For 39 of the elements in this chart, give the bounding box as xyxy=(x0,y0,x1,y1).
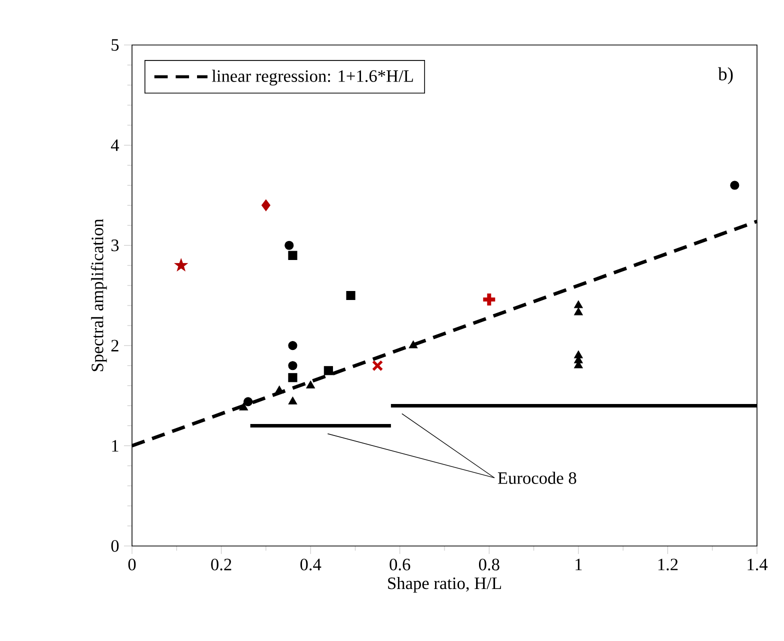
point xyxy=(288,361,298,370)
point xyxy=(372,360,384,372)
y-axis-title: Spectral amplification xyxy=(90,218,107,372)
y-tick-label: 2 xyxy=(111,340,118,352)
point xyxy=(288,341,298,350)
point xyxy=(481,292,498,308)
annotation: b) xyxy=(718,67,733,84)
x-tick-label: 1.2 xyxy=(658,558,678,570)
point xyxy=(408,340,418,348)
point xyxy=(730,180,740,190)
y-tick-label: 1 xyxy=(112,440,118,452)
y-tick-label: 3 xyxy=(111,240,119,252)
point xyxy=(288,373,298,382)
point xyxy=(244,397,253,406)
x-tick-label: 0.8 xyxy=(478,558,500,570)
y-tick-label: 4 xyxy=(110,139,120,151)
x-tick-label: 1 xyxy=(576,558,582,570)
y-tick-label: 0 xyxy=(111,540,119,552)
point xyxy=(324,366,333,376)
x-tick-label: 0.4 xyxy=(300,558,322,570)
y-tick-label: 5 xyxy=(112,39,119,51)
point xyxy=(274,386,284,394)
annotation: Eurocode 8 xyxy=(498,472,576,484)
point xyxy=(288,396,298,404)
x-tick-label: 0.6 xyxy=(390,558,410,570)
point xyxy=(284,240,294,250)
x-axis-title: Shape ratio, H/L xyxy=(388,576,502,593)
point xyxy=(288,250,298,260)
point xyxy=(346,290,356,300)
x-tick-label: 0 xyxy=(128,558,136,570)
point xyxy=(574,307,583,316)
x-tick-label: 1.4 xyxy=(748,558,768,570)
point xyxy=(261,199,270,212)
point xyxy=(306,380,316,388)
point xyxy=(574,300,583,308)
point xyxy=(239,402,248,410)
point xyxy=(174,258,188,272)
legend-label: linear regression: 1+1.6*H/L xyxy=(212,70,413,86)
x-tick-label: 0.2 xyxy=(211,558,232,570)
